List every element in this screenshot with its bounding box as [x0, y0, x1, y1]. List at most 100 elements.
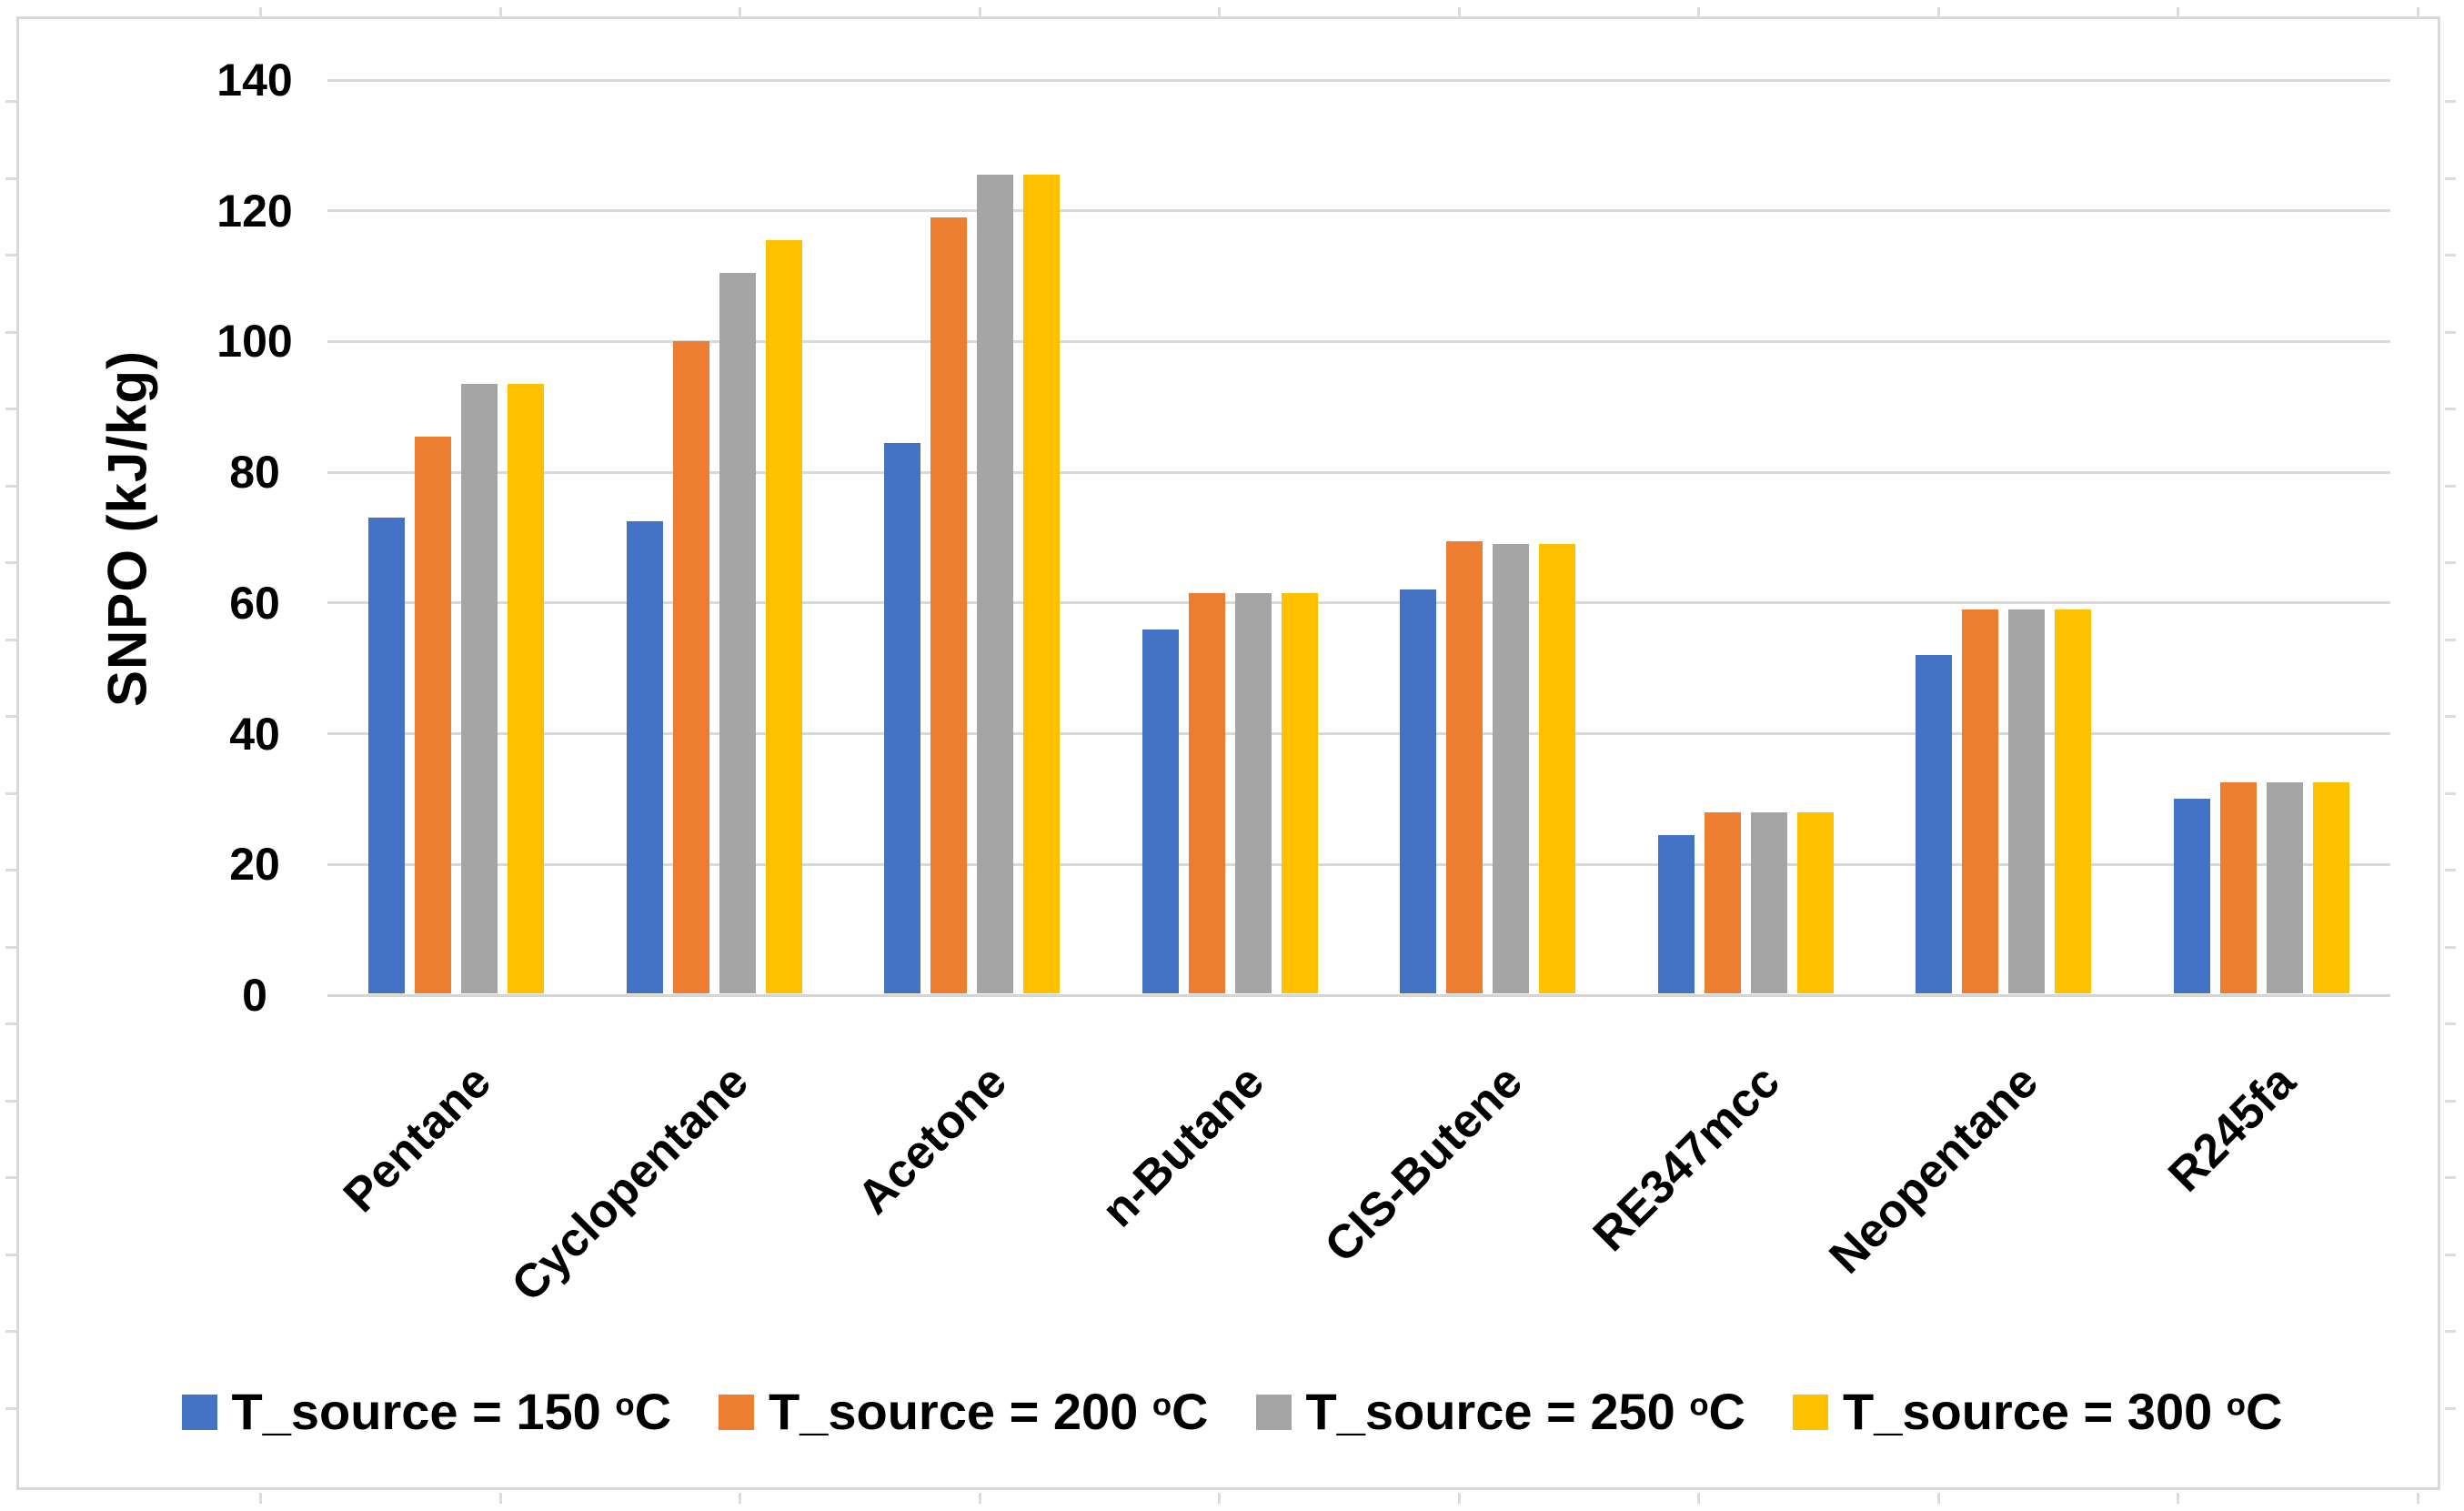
bar [461, 384, 498, 994]
worksheet-tick [1697, 1493, 1700, 1504]
bar [1141, 629, 1179, 994]
bar [2055, 609, 2092, 994]
legend-item: T_source = 200 oC [719, 1386, 1209, 1437]
legend-item: T_source = 250 oC [1255, 1386, 1745, 1437]
legend-label-unit: C [2246, 1383, 2283, 1440]
legend-label: T_source = 150 oC [232, 1386, 671, 1437]
legend-color-swatch [1792, 1394, 1828, 1430]
legend-label-unit: C [1172, 1383, 1209, 1440]
y-gridline [327, 862, 2390, 866]
worksheet-tick [498, 7, 502, 18]
bar [1493, 544, 1530, 994]
bar [1188, 593, 1225, 994]
chart-legend: T_source = 150 oC T_source = 200 oC T_sour… [0, 1365, 2464, 1459]
bar [368, 518, 406, 994]
legend-label: T_source = 250 oC [1306, 1386, 1745, 1437]
bar [1796, 811, 1834, 994]
bar [2219, 782, 2257, 994]
worksheet-tick [2445, 100, 2456, 103]
legend-label-text: T_source = 150 [231, 1383, 616, 1440]
worksheet-tick [5, 254, 16, 257]
worksheet-tick [2445, 408, 2456, 410]
worksheet-tick [5, 945, 16, 949]
bar [1657, 834, 1695, 994]
bar [1400, 589, 1437, 994]
worksheet-tick [5, 791, 16, 795]
worksheet-tick [2445, 1406, 2456, 1410]
worksheet-tick [978, 1493, 981, 1504]
legend-color-swatch [181, 1394, 217, 1430]
worksheet-tick [1218, 7, 1221, 18]
legend-item: T_source = 300 oC [1792, 1386, 2282, 1437]
degree-superscript: o [2226, 1387, 2247, 1423]
degree-superscript: o [615, 1387, 635, 1423]
bar [765, 240, 802, 994]
worksheet-tick [1697, 7, 1700, 18]
y-gridline [327, 601, 2390, 605]
bar [1750, 811, 1787, 994]
legend-label: T_source = 200 oC [769, 1386, 1208, 1437]
worksheet-tick [2445, 945, 2456, 949]
worksheet-tick [5, 1330, 16, 1333]
worksheet-tick [5, 869, 16, 871]
legend-label-text: T_source = 300 [1842, 1383, 2227, 1440]
legend-label-text: T_source = 250 [1305, 1383, 1690, 1440]
worksheet-tick [5, 484, 16, 488]
legend-label: T_source = 300 oC [1843, 1386, 2282, 1437]
worksheet-tick [1218, 1493, 1221, 1504]
worksheet-tick [2445, 869, 2456, 871]
bar [415, 436, 452, 994]
worksheet-tick [5, 1099, 16, 1103]
y-gridline [327, 339, 2390, 343]
worksheet-tick [5, 1253, 16, 1256]
y-tick-label: 120 [216, 185, 293, 237]
worksheet-tick [739, 7, 741, 18]
y-gridline [327, 209, 2390, 213]
worksheet-tick [2445, 1176, 2456, 1179]
worksheet-tick [5, 561, 16, 564]
worksheet-tick [2445, 561, 2456, 564]
bar [719, 272, 756, 994]
bar [1962, 609, 1999, 994]
legend-item: T_source = 150 oC [181, 1386, 671, 1437]
y-tick-label: 100 [216, 316, 293, 368]
worksheet-tick [5, 1176, 16, 1179]
worksheet-tick [2177, 1493, 2179, 1504]
bar [977, 175, 1014, 994]
y-axis-title: SNPO (kJ/kg) [96, 349, 158, 708]
y-tick-label: 140 [216, 55, 293, 106]
degree-superscript: o [1689, 1387, 1709, 1423]
worksheet-tick [2416, 1493, 2419, 1504]
bar [2312, 782, 2349, 994]
bar [626, 521, 663, 994]
worksheet-tick [1936, 1493, 1940, 1504]
worksheet-tick [2445, 1253, 2456, 1256]
bar [508, 384, 545, 994]
x-axis-line [327, 993, 2390, 997]
worksheet-tick [2445, 791, 2456, 795]
y-tick-label: 40 [229, 708, 280, 760]
legend-color-swatch [719, 1394, 755, 1430]
worksheet-tick [5, 100, 16, 103]
bar [672, 341, 709, 994]
worksheet-tick [5, 638, 16, 641]
y-gridline [327, 78, 2390, 82]
worksheet-tick [5, 330, 16, 334]
worksheet-tick [2445, 1330, 2456, 1333]
bar [1023, 175, 1061, 994]
legend-label-text: T_source = 200 [769, 1383, 1152, 1440]
worksheet-tick [978, 7, 981, 18]
worksheet-tick [259, 7, 262, 18]
worksheet-tick [5, 176, 16, 180]
worksheet-tick [2445, 176, 2456, 180]
worksheet-tick [2445, 254, 2456, 257]
y-tick-label: 60 [229, 577, 280, 629]
bar [1916, 655, 1953, 994]
worksheet-tick [5, 408, 16, 410]
worksheet-tick [5, 1406, 16, 1410]
y-gridline [327, 732, 2390, 736]
worksheet-tick [2177, 7, 2179, 18]
worksheet-tick [1457, 7, 1461, 18]
legend-label-unit: C [634, 1383, 672, 1440]
